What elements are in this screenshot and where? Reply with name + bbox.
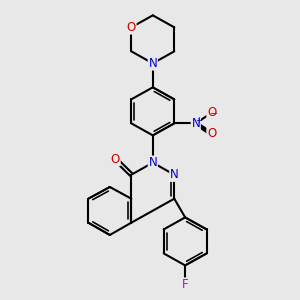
Text: O: O [207,128,216,140]
Text: N: N [148,156,157,169]
Text: O: O [111,153,120,166]
Text: N: N [170,168,179,181]
Text: N: N [148,57,157,70]
Text: −: − [210,109,218,119]
Text: O: O [127,21,136,34]
Text: O: O [207,106,216,119]
Text: N: N [191,117,200,130]
Text: +: + [195,116,202,125]
Text: F: F [182,278,188,291]
